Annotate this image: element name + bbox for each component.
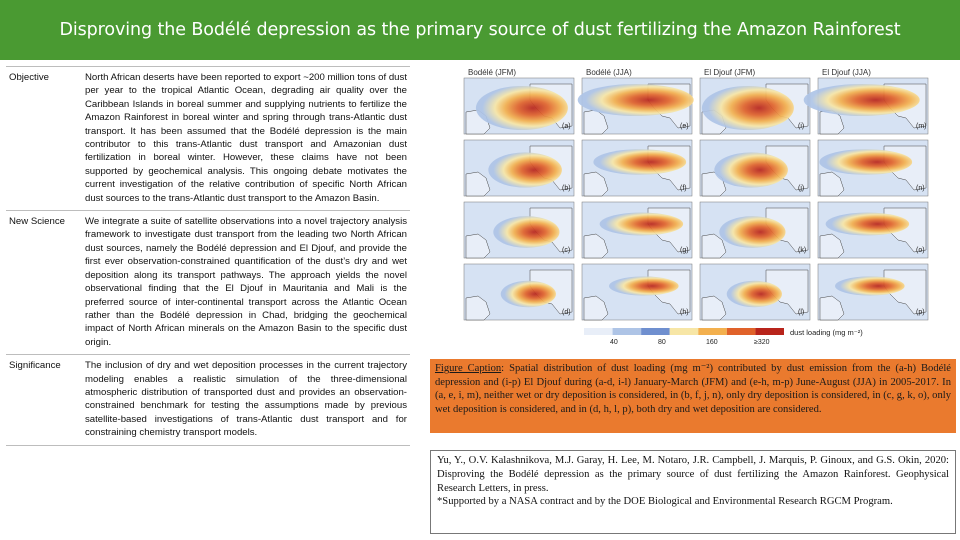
map-panel: (l)	[699, 263, 811, 321]
panel-letter: (d)	[562, 309, 571, 316]
dust-plume	[599, 212, 684, 236]
dust-plume	[726, 280, 782, 308]
map-panel: (m)	[803, 77, 929, 135]
dust-plume	[825, 212, 910, 236]
panel-letter: (l)	[798, 309, 804, 316]
dust-plume	[835, 276, 905, 296]
map-panel: (k)	[699, 201, 811, 259]
dust-plume	[493, 216, 560, 248]
panel-letter: (h)	[680, 309, 689, 316]
south-america-coastline	[819, 233, 845, 259]
row-label: Significance	[6, 354, 82, 446]
panel-letter: (o)	[916, 247, 925, 254]
south-america-coastline	[465, 295, 491, 321]
table-row: New Science We integrate a suite of sate…	[6, 210, 410, 355]
map-panel: (f)	[581, 139, 693, 197]
column-title: Bodélé (JFM)	[468, 68, 516, 77]
table-row: Objective North African deserts have bee…	[6, 65, 410, 211]
south-america-coastline	[701, 295, 727, 321]
map-panel: (b)	[463, 139, 575, 197]
panel-letter: (m)	[916, 123, 927, 130]
row-text: North African deserts have been reported…	[82, 65, 410, 211]
south-america-coastline	[819, 171, 845, 197]
panel-letter: (j)	[798, 185, 804, 192]
dust-plume	[500, 280, 556, 308]
colorbar-tick: 80	[658, 339, 666, 346]
panel-letter: (c)	[562, 247, 570, 254]
colorbar-segment	[755, 328, 784, 335]
table-row: Significance The inclusion of dry and we…	[6, 354, 410, 446]
map-panel: (o)	[817, 201, 929, 259]
dust-map-grid: Bodélé (JFM) Bodélé (JJA) El Djouf (JFM) El…	[463, 68, 929, 346]
summary-table: Objective North African deserts have bee…	[6, 65, 410, 446]
dust-plume	[819, 149, 913, 175]
map-panel: (p)	[817, 263, 929, 321]
south-america-coastline	[701, 233, 727, 259]
page-title: Disproving the Bodélé depression as the …	[59, 20, 901, 40]
panel-letter: (f)	[680, 185, 687, 192]
caption-text: : Spatial distribution of dust loading (…	[435, 363, 951, 415]
south-america-coastline	[465, 233, 491, 259]
colorbar-tick: 40	[610, 339, 618, 346]
funding-note: *Supported by a NASA contract and by the…	[437, 496, 893, 508]
dust-plume	[719, 216, 786, 248]
panel-letter: (n)	[916, 185, 925, 192]
south-america-coastline	[465, 171, 491, 197]
colorbar-segment	[584, 328, 613, 335]
colorbar-tick: ≥320	[754, 339, 770, 346]
dust-plume	[701, 86, 794, 130]
panel-letter: (a)	[562, 123, 571, 130]
south-america-coastline	[583, 295, 609, 321]
map-panel: (c)	[463, 201, 575, 259]
colorbar-tick: 160	[706, 339, 718, 346]
dust-plume	[475, 86, 568, 130]
panel-letter: (b)	[562, 185, 571, 192]
citation-box: Yu, Y., O.V. Kalashnikova, M.J. Garay, H…	[430, 450, 956, 534]
row-label: Objective	[6, 65, 82, 211]
dust-plume	[577, 84, 694, 116]
panel-letter: (p)	[916, 309, 925, 316]
map-panel: (j)	[699, 139, 811, 197]
title-bar: Disproving the Bodélé depression as the …	[0, 0, 960, 60]
colorbar-segment	[669, 328, 699, 335]
south-america-coastline	[819, 295, 845, 321]
south-america-coastline	[583, 171, 609, 197]
map-panel: (n)	[817, 139, 929, 197]
panel-letter: (i)	[798, 123, 804, 130]
dust-plume	[593, 149, 687, 175]
panel-letter: (k)	[798, 247, 806, 254]
colorbar-segment	[726, 328, 756, 335]
column-title: Bodélé (JJA)	[586, 68, 632, 77]
row-text: We integrate a suite of satellite observ…	[82, 210, 410, 355]
column-title: El Djouf (JFM)	[704, 68, 755, 77]
row-text: The inclusion of dry and wet deposition …	[82, 354, 410, 446]
colorbar-segment	[641, 328, 670, 335]
colorbar-segment	[612, 328, 642, 335]
caption-label: Figure Caption	[435, 363, 502, 374]
colorbar-segment	[698, 328, 727, 335]
map-panel: (d)	[463, 263, 575, 321]
map-panel: (g)	[581, 201, 693, 259]
map-panel: (i)	[699, 77, 811, 135]
map-panel: (e)	[577, 77, 694, 135]
panel-letter: (e)	[680, 123, 689, 130]
map-panel: (h)	[581, 263, 693, 321]
dust-plume	[803, 84, 920, 116]
dust-plume	[609, 276, 679, 296]
panel-letter: (g)	[680, 247, 689, 254]
figure-caption: Figure Caption: Spatial distribution of …	[430, 359, 956, 433]
colorbar-label: dust loading (mg m⁻²)	[790, 328, 863, 337]
citation-text: Yu, Y., O.V. Kalashnikova, M.J. Garay, H…	[437, 455, 949, 494]
column-title: El Djouf (JJA)	[822, 68, 871, 77]
south-america-coastline	[583, 233, 609, 259]
row-label: New Science	[6, 210, 82, 355]
map-panel: (a)	[463, 77, 575, 135]
dust-plume	[488, 152, 562, 188]
dust-loading-figure: Bodélé (JFM) Bodélé (JJA) El Djouf (JFM) El…	[434, 66, 946, 352]
dust-plume	[714, 152, 788, 188]
